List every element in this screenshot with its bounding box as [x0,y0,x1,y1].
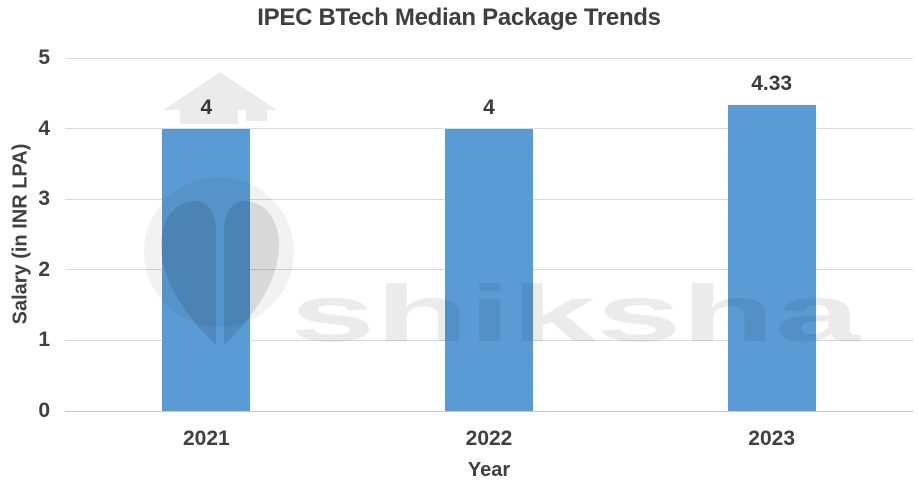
bar-2023 [727,105,816,411]
x-axis-line [65,410,913,412]
gridline [65,57,913,59]
x-tick-label: 2023 [748,427,796,450]
bar-2021 [162,128,251,411]
bar-value-label: 4.33 [751,72,793,96]
y-tick-label: 2 [38,257,50,281]
bar-value-label: 4 [483,95,495,119]
x-axis-title: Year [467,459,511,481]
y-axis-title: Salary (in INR LPA) [9,143,32,325]
y-tick-label: 1 [38,328,50,352]
y-tick-label: 5 [38,46,50,69]
x-tick-label: 2022 [465,427,513,450]
bar-2022 [445,128,533,411]
x-tick-label: 2021 [182,427,230,450]
chart-title: IPEC BTech Median Package Trends [257,4,661,31]
y-tick-label: 4 [38,116,50,140]
bar-value-label: 4 [200,95,213,119]
y-tick-label: 0 [38,399,50,422]
y-tick-label: 3 [38,187,50,211]
